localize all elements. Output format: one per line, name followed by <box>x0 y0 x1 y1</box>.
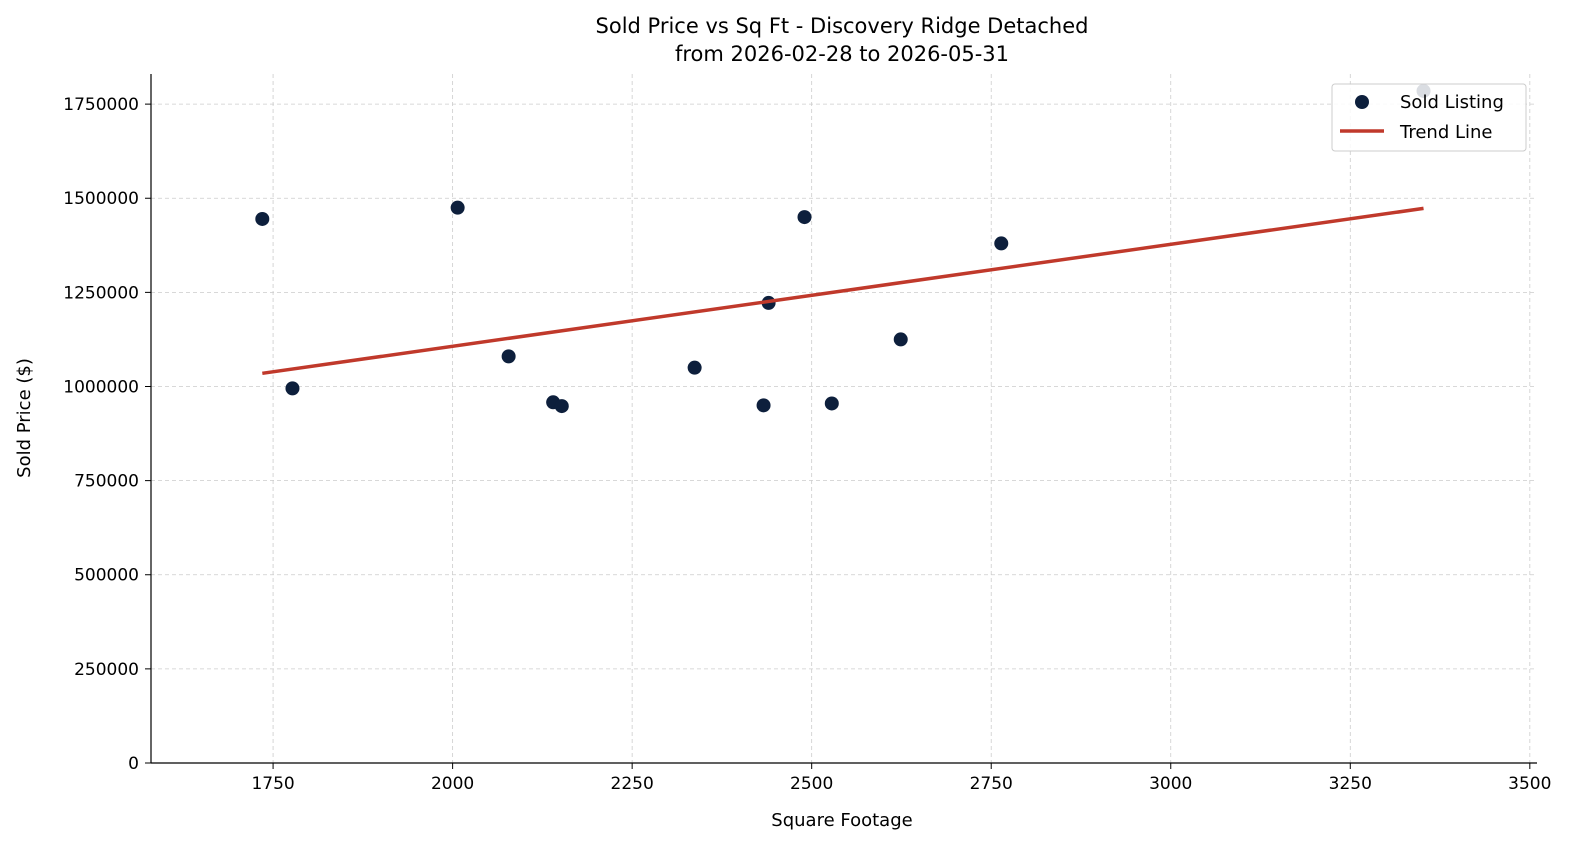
scatter-point <box>893 332 908 347</box>
y-tick-label: 1250000 <box>63 283 139 303</box>
y-tick-label: 0 <box>128 754 139 774</box>
scatter-point <box>824 396 839 411</box>
scatter-point <box>756 398 771 413</box>
y-tick-label: 250000 <box>74 660 139 680</box>
y-tick-label: 500000 <box>74 566 139 586</box>
y-tick-label: 1750000 <box>63 95 139 115</box>
chart-subtitle: from 2026-02-28 to 2026-05-31 <box>675 42 1009 66</box>
axes <box>150 74 1537 764</box>
scatter-point <box>554 399 569 414</box>
scatter-point <box>797 210 812 225</box>
legend: Sold Listing Trend Line <box>1331 83 1527 152</box>
ticks: 1750 2000 2250 2500 2750 3000 3250 3500 0 250000 5… <box>63 95 1551 794</box>
legend-marker-sold-listing <box>1355 95 1369 109</box>
plot-area <box>255 83 1431 414</box>
scatter-point <box>255 211 270 226</box>
x-tick-label: 1750 <box>251 774 294 794</box>
scatter-point <box>501 349 516 364</box>
scatter-point <box>285 381 300 396</box>
scatter-point <box>687 360 702 375</box>
y-tick-label: 750000 <box>74 472 139 492</box>
x-tick-label: 3000 <box>1149 774 1192 794</box>
x-axis-label: Square Footage <box>771 810 912 831</box>
y-axis-label: Sold Price ($) <box>14 358 35 478</box>
grid <box>151 74 1537 764</box>
x-tick-label: 3500 <box>1508 774 1551 794</box>
legend-label-sold-listing: Sold Listing <box>1400 92 1504 113</box>
scatter-point <box>450 200 465 215</box>
legend-box <box>1331 83 1527 152</box>
x-tick-label: 2250 <box>611 774 654 794</box>
x-tick-label: 2000 <box>431 774 474 794</box>
x-tick-label: 3250 <box>1329 774 1372 794</box>
y-tick-label: 1000000 <box>63 377 139 397</box>
chart-title: Sold Price vs Sq Ft - Discovery Ridge De… <box>596 14 1089 38</box>
legend-label-trend-line: Trend Line <box>1399 122 1493 143</box>
trend-line <box>262 206 1424 376</box>
y-tick-label: 1500000 <box>63 189 139 209</box>
x-tick-label: 2750 <box>970 774 1013 794</box>
scatter-point <box>994 236 1009 251</box>
x-tick-label: 2500 <box>790 774 833 794</box>
